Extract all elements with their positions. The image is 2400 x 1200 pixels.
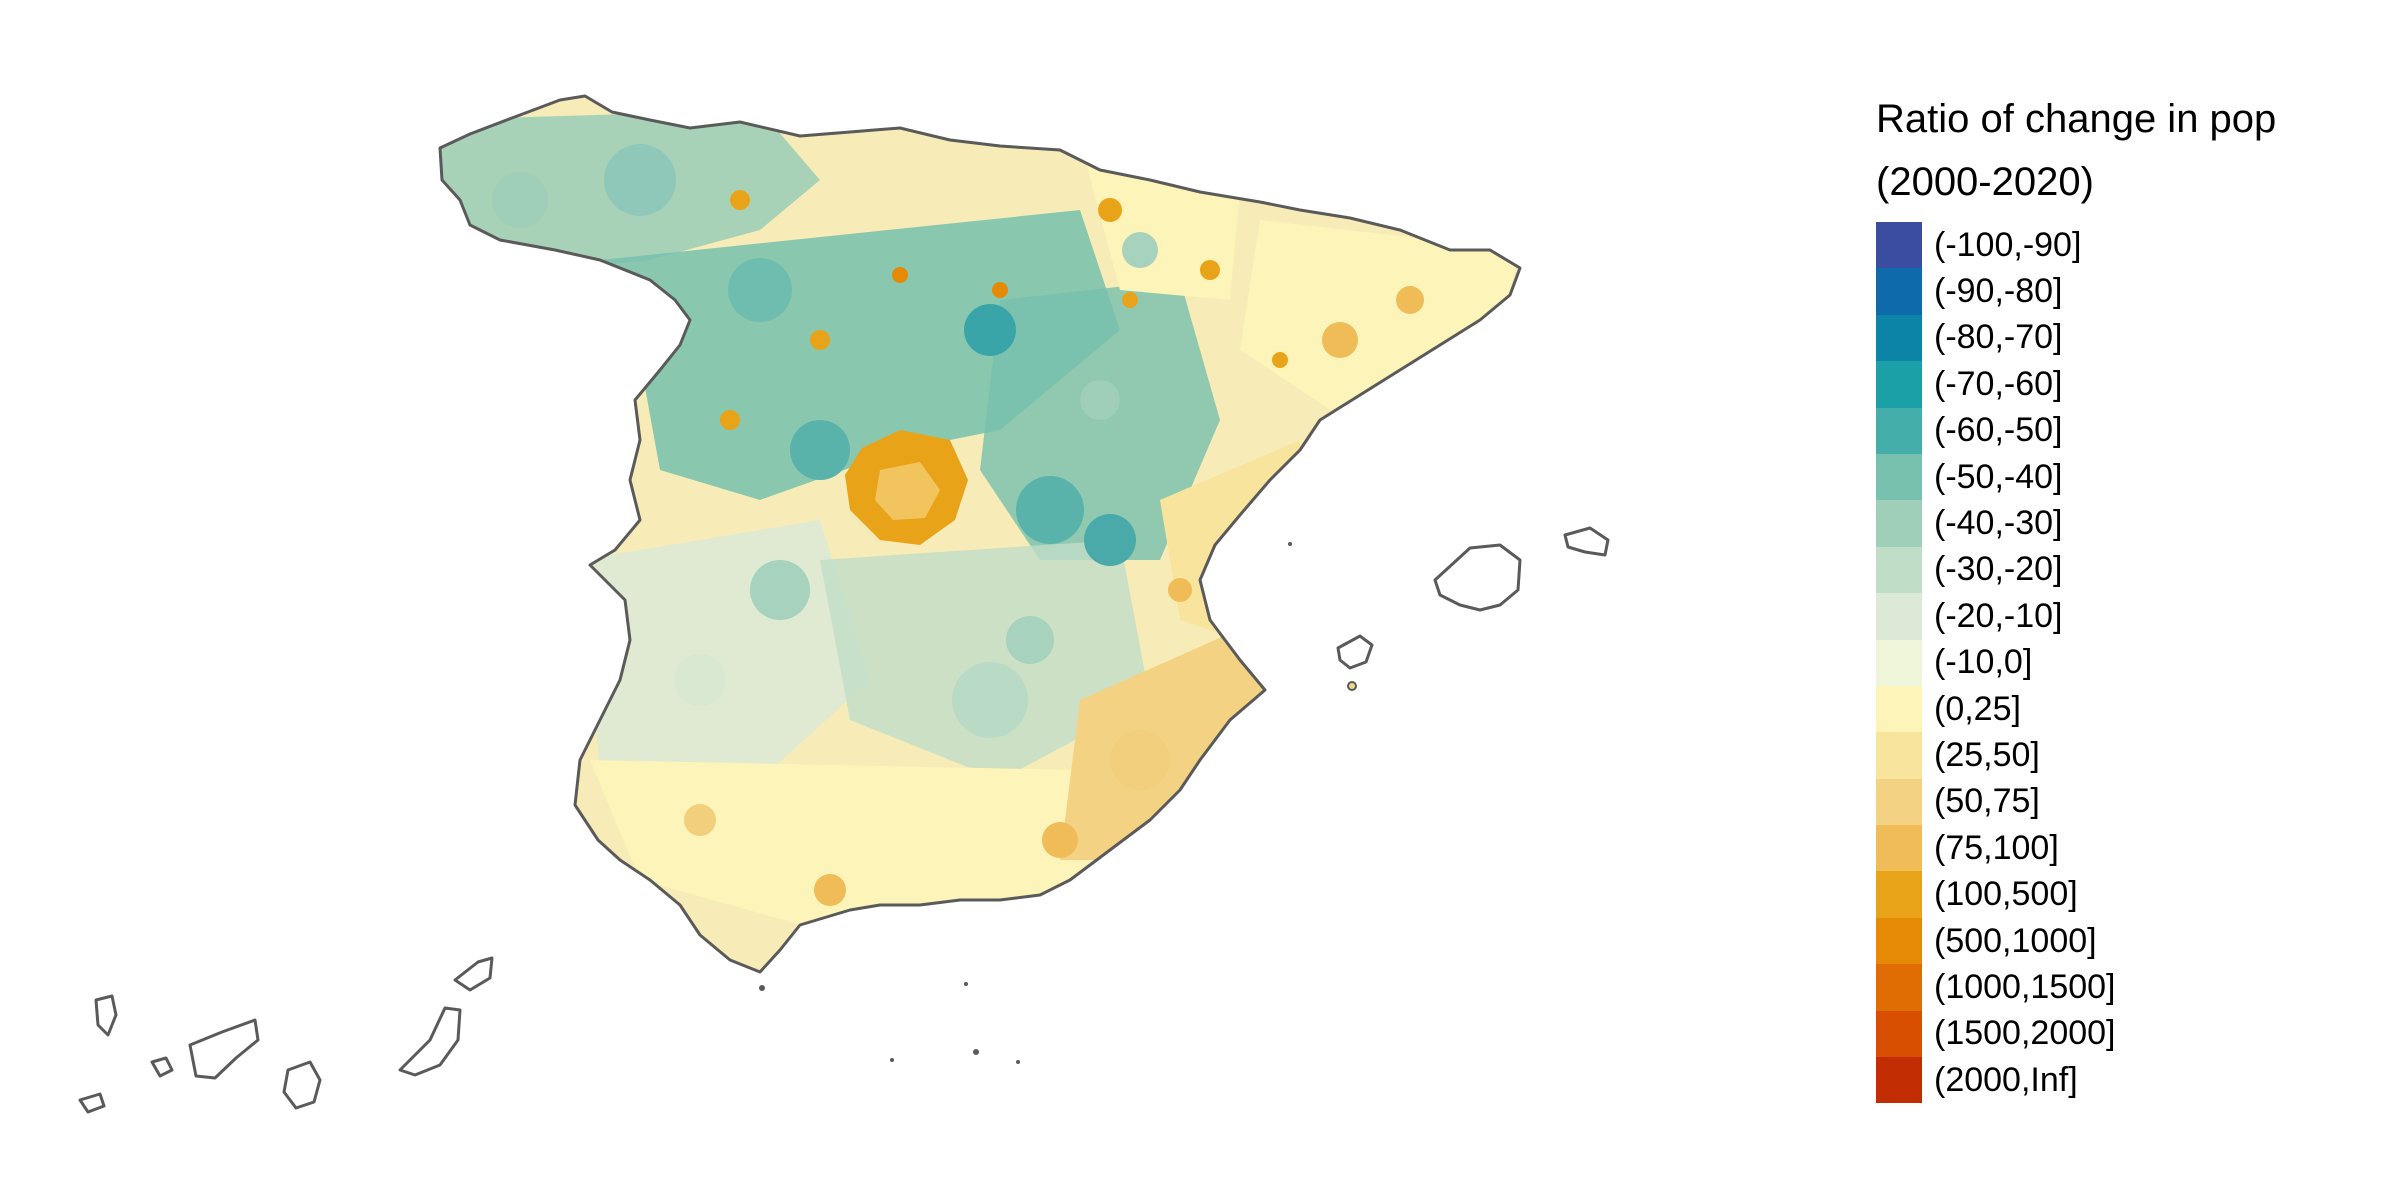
legend-item: (1000,1500] <box>1876 964 2376 1011</box>
legend-item: (100,500] <box>1876 871 2376 918</box>
legend-label: (50,75] <box>1934 782 2040 821</box>
legend-item: (-90,-80] <box>1876 268 2376 315</box>
legend-swatch <box>1876 778 1922 826</box>
legend-item: (500,1000] <box>1876 917 2376 965</box>
map-canvas <box>78 94 1610 1114</box>
legend-label: (-90,-80] <box>1934 272 2063 311</box>
legend-swatch <box>1876 1010 1922 1058</box>
region-castilla-la-mancha <box>820 540 1150 780</box>
island-el-hierro <box>78 1092 106 1114</box>
legend-item: (-30,-20] <box>1876 546 2376 594</box>
legend-item: (-100,-90] <box>1876 222 2376 269</box>
legend-label: (-30,-20] <box>1934 550 2063 589</box>
legend-swatch <box>1876 964 1922 1011</box>
legend-swatch <box>1876 732 1922 779</box>
legend-swatch <box>1876 361 1922 408</box>
legend-item: (-50,-40] <box>1876 453 2376 501</box>
choropleth-map <box>78 94 1610 1114</box>
legend-label: (-100,-90] <box>1934 225 2082 264</box>
legend-item: (2000,Inf] <box>1876 1057 2376 1104</box>
legend-swatch <box>1876 546 1922 594</box>
region-cataluna <box>1240 220 1520 410</box>
outlying-islets <box>759 542 1292 1064</box>
legend-item: (-70,-60] <box>1876 361 2376 408</box>
island-la-gomera <box>150 1056 174 1078</box>
legend-swatch <box>1876 314 1922 362</box>
island-mallorca <box>1433 543 1522 612</box>
legend-label: (500,1000] <box>1934 921 2097 960</box>
legend-swatch <box>1876 917 1922 965</box>
legend-label: (0,25] <box>1934 689 2021 728</box>
legend-label: (100,500] <box>1934 875 2078 914</box>
legend-label: (2000,Inf] <box>1934 1060 2078 1099</box>
legend-item: (-20,-10] <box>1876 593 2376 640</box>
legend-label: (75,100] <box>1934 828 2059 867</box>
region-murcia-alicante <box>1060 620 1280 860</box>
legend-swatch <box>1876 268 1922 315</box>
island-lanzarote <box>453 956 494 992</box>
legend-swatch <box>1876 639 1922 686</box>
legend-swatch <box>1876 500 1922 547</box>
legend-swatch <box>1876 685 1922 733</box>
legend-item: (75,100] <box>1876 825 2376 872</box>
island-ibiza <box>1336 634 1374 670</box>
legend-label: (-50,-40] <box>1934 457 2063 496</box>
legend-label: (-10,0] <box>1934 643 2033 682</box>
legend-label: (-70,-60] <box>1934 364 2063 403</box>
legend-label: (-80,-70] <box>1934 318 2063 357</box>
island-la-palma <box>94 994 118 1037</box>
legend-swatch <box>1876 871 1922 918</box>
legend-swatch <box>1876 407 1922 454</box>
legend-swatch <box>1876 453 1922 501</box>
island-gran-canaria <box>282 1060 322 1110</box>
legend-item: (-10,0] <box>1876 639 2376 686</box>
legend-item: (0,25] <box>1876 685 2376 733</box>
legend-label: (25,50] <box>1934 735 2040 774</box>
legend: Ratio of change in pop (2000-2020) (-100… <box>1876 88 2376 1104</box>
mainland-coastline <box>438 94 1522 974</box>
legend-item: (-60,-50] <box>1876 407 2376 454</box>
island-tenerife <box>188 1018 260 1080</box>
legend-item: (-40,-30] <box>1876 500 2376 547</box>
legend-title-line-1: Ratio of change in pop <box>1876 97 2277 141</box>
canary-islands <box>78 956 494 1114</box>
legend-item: (-80,-70] <box>1876 314 2376 362</box>
legend-label: (1500,2000] <box>1934 1014 2116 1053</box>
balearic-islands <box>1336 526 1610 691</box>
legend-item: (25,50] <box>1876 732 2376 779</box>
legend-label: (-40,-30] <box>1934 504 2063 543</box>
island-menorca <box>1563 526 1610 557</box>
legend-item: (50,75] <box>1876 778 2376 826</box>
legend-label: (-20,-10] <box>1934 596 2063 635</box>
legend-items: (-100,-90] (-90,-80] (-80,-70] (-70,-60] (-6… <box>1876 222 2376 1104</box>
legend-swatch <box>1876 825 1922 872</box>
region-andalucia <box>590 760 1120 930</box>
legend-swatch <box>1876 222 1922 269</box>
legend-title-line-2: (2000-2020) <box>1876 160 2094 204</box>
legend-label: (-60,-50] <box>1934 411 2063 450</box>
legend-swatch <box>1876 593 1922 640</box>
legend-swatch <box>1876 1057 1922 1104</box>
legend-item: (1500,2000] <box>1876 1010 2376 1058</box>
legend-label: (1000,1500] <box>1934 967 2116 1006</box>
island-fuerteventura <box>398 1006 462 1077</box>
island-formentera <box>1347 681 1357 691</box>
